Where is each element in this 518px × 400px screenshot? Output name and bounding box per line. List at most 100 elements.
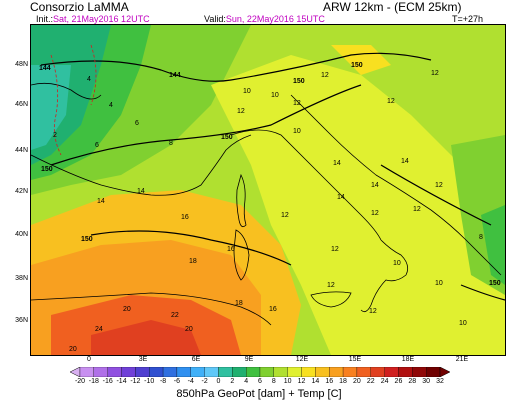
- scale-tick-label: 6: [258, 378, 262, 385]
- temp-label: 10: [293, 128, 301, 135]
- temp-label: 14: [371, 182, 379, 189]
- scale-swatch: [273, 367, 288, 377]
- scale-swatch: [329, 367, 344, 377]
- geopotential-label: 150: [81, 236, 93, 243]
- scale-tick-label: -4: [187, 378, 194, 385]
- geopotential-labels: 144 144 150 150 150 150 150 150: [39, 62, 501, 287]
- temp-label: 22: [171, 312, 179, 319]
- scale-swatch: [259, 367, 274, 377]
- scale-swatch: [342, 367, 358, 377]
- scale-arrow-right: [439, 367, 450, 377]
- scale-swatch: [412, 367, 427, 377]
- scale-swatch: [232, 367, 247, 377]
- scale-tick-label: 32: [436, 378, 444, 385]
- lon-label: 6E: [191, 356, 201, 363]
- temp-label: 20: [69, 346, 77, 353]
- caption: 850hPa GeoPot [dam] + Temp [C]: [176, 388, 342, 400]
- valid-label: Valid:: [204, 14, 226, 24]
- temp-label: 10: [435, 280, 443, 287]
- init-value: Sat, 21May2016 12UTC: [53, 14, 150, 24]
- temp-label: 12: [331, 246, 339, 253]
- scale-swatch: [107, 367, 122, 377]
- valid-value: Sun, 22May2016 15UTC: [225, 14, 325, 24]
- scale-tick-label: 4: [244, 378, 249, 385]
- lon-label: 0: [87, 356, 91, 363]
- scale-swatch: [246, 367, 261, 377]
- scale-swatch: [121, 367, 136, 377]
- lon-label: 15E: [348, 356, 362, 363]
- scale-tick-label: -20: [74, 378, 86, 385]
- temp-label: 2: [53, 132, 57, 139]
- scale-tick-label: 18: [339, 378, 347, 385]
- map-canvas: 144 144 150 150 150 150 150 150 4 4 6 8 …: [31, 25, 505, 355]
- geopotential-contours: [40, 52, 505, 301]
- geopotential-label: 150: [41, 166, 53, 173]
- temp-field-red: [91, 320, 201, 355]
- scale-tick-label: 16: [325, 378, 334, 385]
- temp-field-yellow-alps: [331, 45, 391, 75]
- temp-label: 18: [189, 258, 197, 265]
- scale-swatch: [162, 367, 178, 377]
- valid-time: Valid:Sun, 22May2016 15UTC: [204, 14, 325, 24]
- scale-tick-label: 30: [422, 378, 431, 385]
- temp-label: 16: [227, 246, 235, 253]
- scale-tick-label: -2: [201, 378, 208, 385]
- scale-swatch: [79, 367, 94, 377]
- scale-tick-label: -18: [88, 378, 99, 385]
- scale-tick-label: 12: [297, 378, 306, 385]
- temp-label: 12: [281, 212, 289, 219]
- lat-label: 42N: [15, 188, 28, 195]
- lon-label: 21E: [455, 356, 469, 363]
- temp-label: 8: [479, 234, 483, 241]
- temp-label: 4: [109, 102, 113, 109]
- scale-swatch: [356, 367, 371, 377]
- scale-swatch: [384, 367, 399, 377]
- temp-label: 14: [333, 160, 341, 167]
- geopotential-label: 150: [351, 62, 363, 69]
- lon-label: 3E: [138, 356, 148, 363]
- scale-tick-label: 28: [408, 378, 417, 385]
- temp-label: 16: [269, 306, 277, 313]
- lat-label: 36N: [15, 317, 28, 324]
- init-label: Init.:: [36, 14, 54, 24]
- scale-tick-label: 2: [230, 378, 235, 385]
- temp-label: 4: [87, 76, 91, 83]
- scale-tick-label: 0: [216, 378, 221, 385]
- temp-label: 14: [401, 158, 409, 165]
- temp-label: 6: [135, 120, 139, 127]
- geopotential-label: 150: [293, 78, 305, 85]
- init-time: Init.:Sat, 21May2016 12UTC: [36, 14, 150, 24]
- temp-label: 12: [321, 72, 329, 79]
- title: Consorzio LaMMA: [30, 0, 129, 14]
- temp-label: 20: [123, 306, 131, 313]
- lon-label: 18E: [401, 356, 415, 363]
- temp-label: 10: [243, 88, 251, 95]
- temperature-labels: 4 4 6 8 6 2 12 10 10 12 12 12 12 10 14 1…: [53, 70, 483, 353]
- temp-contours: [50, 44, 97, 156]
- weather-map: 144 144 150 150 150 150 150 150 4 4 6 8 …: [30, 24, 506, 356]
- temp-label: 12: [327, 282, 335, 289]
- temp-label: 12: [435, 182, 443, 189]
- temp-label: 6: [95, 142, 99, 149]
- temp-field-green-east-dark: [481, 205, 505, 285]
- temp-label: 10: [393, 260, 401, 267]
- scale-tick-label: 20: [353, 378, 361, 385]
- temp-label: 12: [237, 108, 245, 115]
- geopotential-label: 144: [169, 72, 181, 79]
- scale-swatch: [301, 367, 316, 377]
- scale-tick-label: 24: [380, 378, 389, 385]
- temp-label: 12: [293, 100, 301, 107]
- scale-tick-label: -8: [159, 378, 167, 385]
- lat-label: 40N: [15, 231, 28, 238]
- scale-swatch: [176, 367, 191, 377]
- model-label: ARW 12km - (ECM 25km): [323, 0, 462, 14]
- temp-label: 18: [235, 300, 243, 307]
- temp-label: 12: [371, 210, 379, 217]
- temp-label: 16: [181, 214, 189, 221]
- coastlines: [31, 82, 502, 326]
- scale-tick-label: -10: [144, 378, 155, 385]
- scale-swatch: [426, 367, 441, 377]
- scale-swatch: [287, 367, 302, 377]
- temp-field-yellow: [211, 55, 505, 355]
- color-scale-labels: -20 -18 -16 -14 -12 -10 -8 -6 -4 -2 0 2 4 6 8 10 12 14 16 1…: [70, 378, 450, 388]
